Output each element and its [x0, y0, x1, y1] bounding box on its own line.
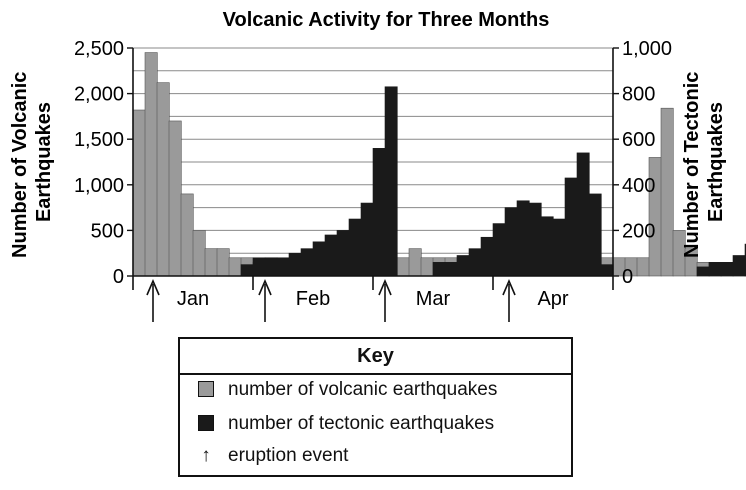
tectonic-bar [696, 266, 710, 277]
tectonic-bar [288, 252, 302, 277]
tectonic-bar [300, 248, 314, 277]
tectonic-bar [540, 216, 554, 277]
right-tick-label: 600 [622, 129, 655, 151]
volcanic-bar [228, 257, 242, 277]
volcanic-bar [420, 257, 434, 277]
tectonic-bar [480, 236, 494, 277]
tectonic-swatch [198, 415, 214, 431]
tectonic-bar [432, 262, 446, 277]
tectonic-bar [720, 262, 734, 277]
tectonic-bar [312, 241, 326, 277]
month-labels: Jan Feb Mar Apr [177, 288, 569, 310]
key-row-tectonic: number of tectonic earthquakes [198, 411, 494, 437]
tectonic-bar [240, 264, 254, 277]
volcanic-bar [204, 248, 218, 277]
volcanic-bar [408, 248, 422, 277]
volcanic-bar [144, 52, 158, 277]
right-tick-label: 1,000 [622, 38, 672, 60]
tectonic-bar [732, 255, 746, 277]
tectonic-bar [276, 257, 290, 277]
right-axis-label-line2: Earthquakes [705, 102, 727, 222]
volcanic-bar [636, 257, 650, 277]
chart-title: Volcanic Activity for Three Months [223, 9, 550, 31]
right-tick-label: 800 [622, 84, 655, 106]
tectonic-bar [468, 248, 482, 277]
key-eruption-label: eruption event [228, 445, 349, 466]
tectonic-bar [252, 257, 266, 277]
tectonic-bar [492, 223, 506, 277]
left-axis-label-line2: Earthquakes [33, 102, 55, 222]
tectonic-bar [456, 255, 470, 277]
month-label: Apr [537, 288, 568, 310]
tectonic-bar [528, 202, 542, 277]
volcanic-bar [168, 120, 182, 277]
volcanic-bar [216, 248, 230, 277]
tectonic-bar [588, 193, 602, 277]
left-tick-label: 2,500 [74, 38, 124, 60]
key-row-volcanic: number of volcanic earthquakes [198, 377, 497, 403]
right-tick-label: 400 [622, 175, 655, 197]
right-axis-label-line1: Number of Tectonic [681, 72, 703, 258]
tectonic-bar [264, 257, 278, 277]
left-axis-label: Number of Volcanic Earthquakes [9, 66, 55, 258]
tectonic-bar [576, 152, 590, 277]
left-tick-labels: 0 500 1,000 1,500 2,000 2,500 [74, 38, 124, 288]
tectonic-bar [348, 218, 362, 277]
tectonic-bar [708, 262, 722, 277]
left-tick-label: 2,000 [74, 84, 124, 106]
eruption-arrow-head [258, 278, 272, 296]
right-tick-label: 0 [622, 266, 633, 288]
left-tick-label: 1,500 [74, 129, 124, 151]
tectonic-bar [444, 262, 458, 277]
tectonic-bar [336, 230, 350, 277]
tectonic-bar [384, 86, 398, 277]
volcanic-bar [156, 82, 170, 277]
volcanic-bar [396, 257, 410, 277]
eruption-arrow-head [146, 278, 160, 296]
eruption-arrow-head [502, 278, 516, 296]
eruption-arrow-head [378, 278, 392, 296]
tectonic-bar [360, 202, 374, 277]
key-tectonic-label: number of tectonic earthquakes [228, 413, 495, 434]
right-axis-label: Number of Tectonic Earthquakes [681, 66, 727, 258]
volcanic-bar [132, 109, 146, 277]
tectonic-bars [240, 86, 746, 277]
left-tick-label: 1,000 [74, 175, 124, 197]
axes [127, 47, 619, 290]
volcanic-bar [180, 193, 194, 277]
tectonic-bar [516, 200, 530, 277]
key-title: Key [180, 339, 571, 375]
tectonic-bar [552, 218, 566, 277]
month-label: Jan [177, 288, 209, 310]
tectonic-bar [372, 148, 386, 277]
tectonic-bar [324, 234, 338, 277]
tectonic-bar [504, 207, 518, 277]
tectonic-bar [564, 177, 578, 277]
chart-key: Key number of volcanic earthquakes numbe… [178, 337, 573, 477]
eruption-arrow-icon: ↑ [201, 445, 211, 466]
left-tick-label: 0 [113, 266, 124, 288]
volcanic-bar [192, 230, 206, 277]
month-label: Feb [296, 288, 330, 310]
month-label: Mar [416, 288, 451, 310]
volcanic-swatch [198, 381, 214, 397]
right-tick-label: 200 [622, 220, 655, 242]
key-row-eruption: ↑ eruption event [198, 443, 348, 469]
volcanic-bar [660, 107, 674, 277]
left-axis-label-line1: Number of Volcanic [9, 72, 31, 258]
key-volcanic-label: number of volcanic earthquakes [228, 379, 498, 400]
left-tick-label: 500 [91, 220, 124, 242]
tectonic-bar [600, 264, 614, 277]
right-tick-labels: 0 200 400 600 800 1,000 [622, 38, 672, 288]
eruption-arrows [146, 278, 516, 322]
